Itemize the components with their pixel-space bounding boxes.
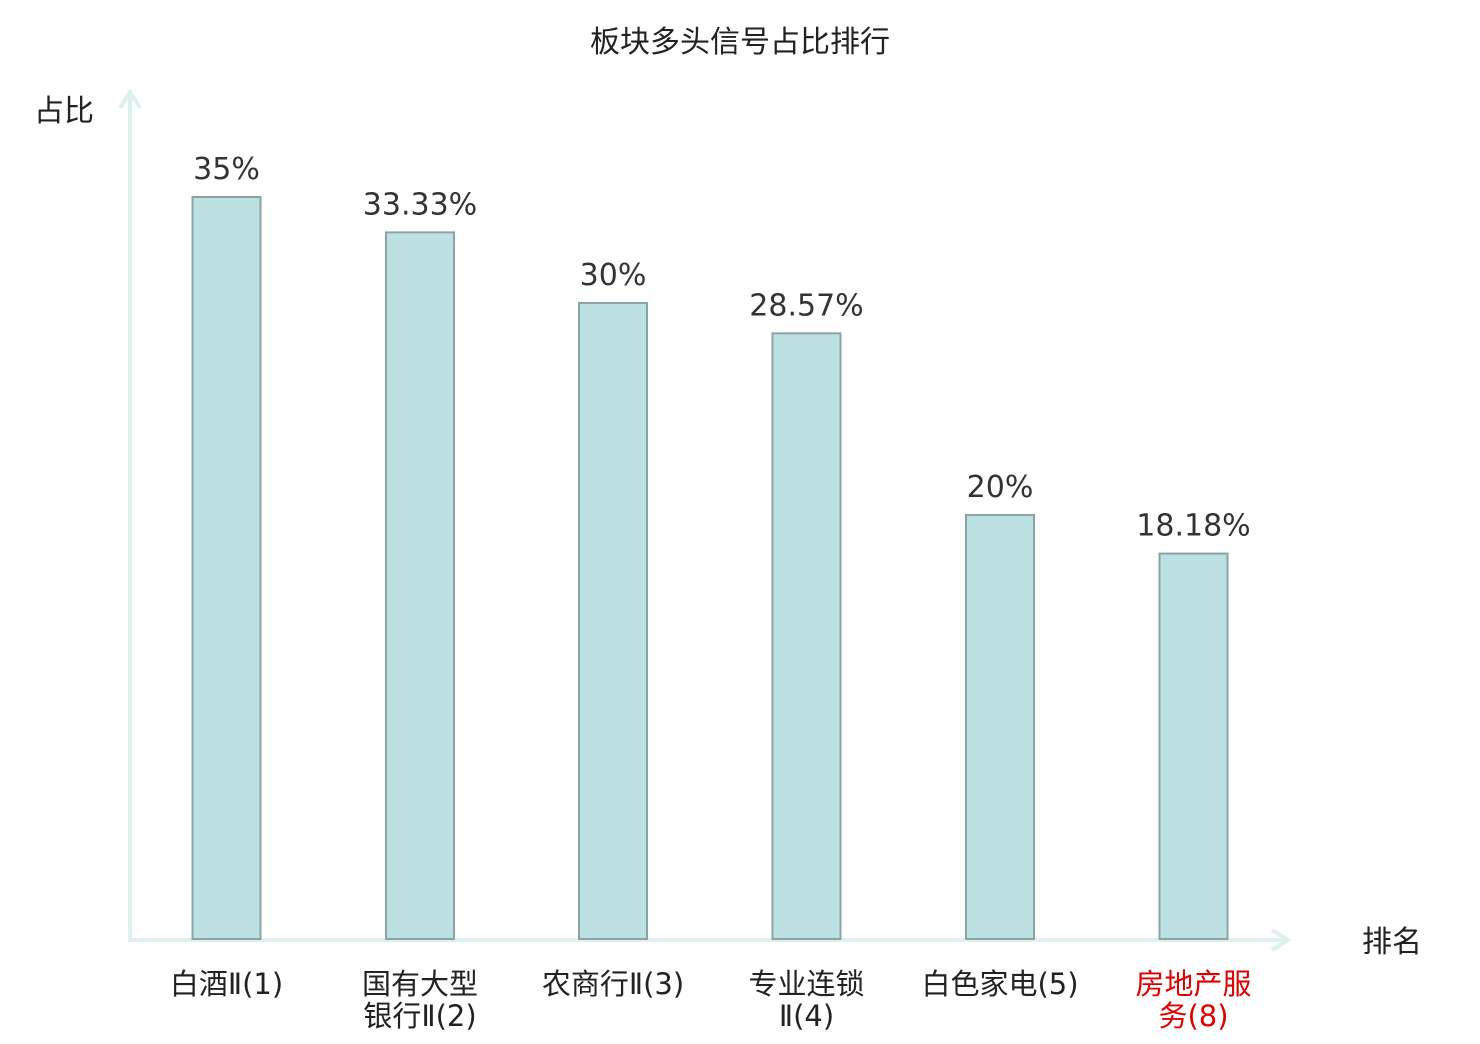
x-tick-label-line: 银行Ⅱ(2) — [363, 999, 476, 1033]
bar — [771, 332, 842, 941]
bar — [385, 231, 455, 941]
bar-value-label: 28.57% — [749, 288, 863, 323]
x-axis-arrow-icon — [1270, 928, 1292, 952]
chart-title: 板块多头信号占比排行 — [590, 25, 890, 60]
bar-value-label: 33.33% — [363, 187, 477, 222]
bar-value-label: 18.18% — [1136, 509, 1250, 544]
bar-value-label: 20% — [967, 470, 1034, 505]
bar — [578, 302, 648, 940]
x-tick-label-line: 白酒Ⅱ(1) — [170, 967, 283, 1001]
x-tick-label-line: 务(8) — [1158, 999, 1228, 1033]
x-tick-label-line: 房地产服 — [1135, 967, 1251, 1001]
bar — [1158, 552, 1229, 940]
bar — [965, 514, 1035, 940]
x-tick-label-line: 国有大型 — [362, 967, 478, 1001]
x-tick-label: 房地产服务(8) — [1135, 967, 1251, 1033]
x-tick-label-line: 白色家电(5) — [921, 967, 1078, 1001]
bar-value-label: 30% — [580, 258, 647, 293]
x-tick-label: 白色家电(5) — [921, 967, 1078, 1001]
x-tick-label: 国有大型银行Ⅱ(2) — [362, 967, 478, 1033]
x-axis-label: 排名 — [1362, 925, 1422, 960]
x-tick-label-line: 农商行Ⅱ(3) — [542, 967, 684, 1001]
bar-value-label: 35% — [193, 152, 260, 187]
bars-group: 35% 白酒Ⅱ(1) 33.33% 国有大型银行Ⅱ(2) 30% 农商行Ⅱ(3) 28.57… — [170, 152, 1252, 1033]
x-tick-label: 专业连锁 Ⅱ(4) — [748, 967, 864, 1033]
x-tick-label-line: Ⅱ(4) — [779, 999, 834, 1033]
y-axis-arrow-icon — [118, 88, 142, 110]
x-tick-label-line: 专业连锁 — [748, 967, 864, 1001]
x-tick-label: 农商行Ⅱ(3) — [542, 967, 684, 1001]
bar — [191, 196, 262, 940]
y-axis-label: 占比 — [34, 94, 94, 129]
x-tick-label: 白酒Ⅱ(1) — [170, 967, 283, 1001]
